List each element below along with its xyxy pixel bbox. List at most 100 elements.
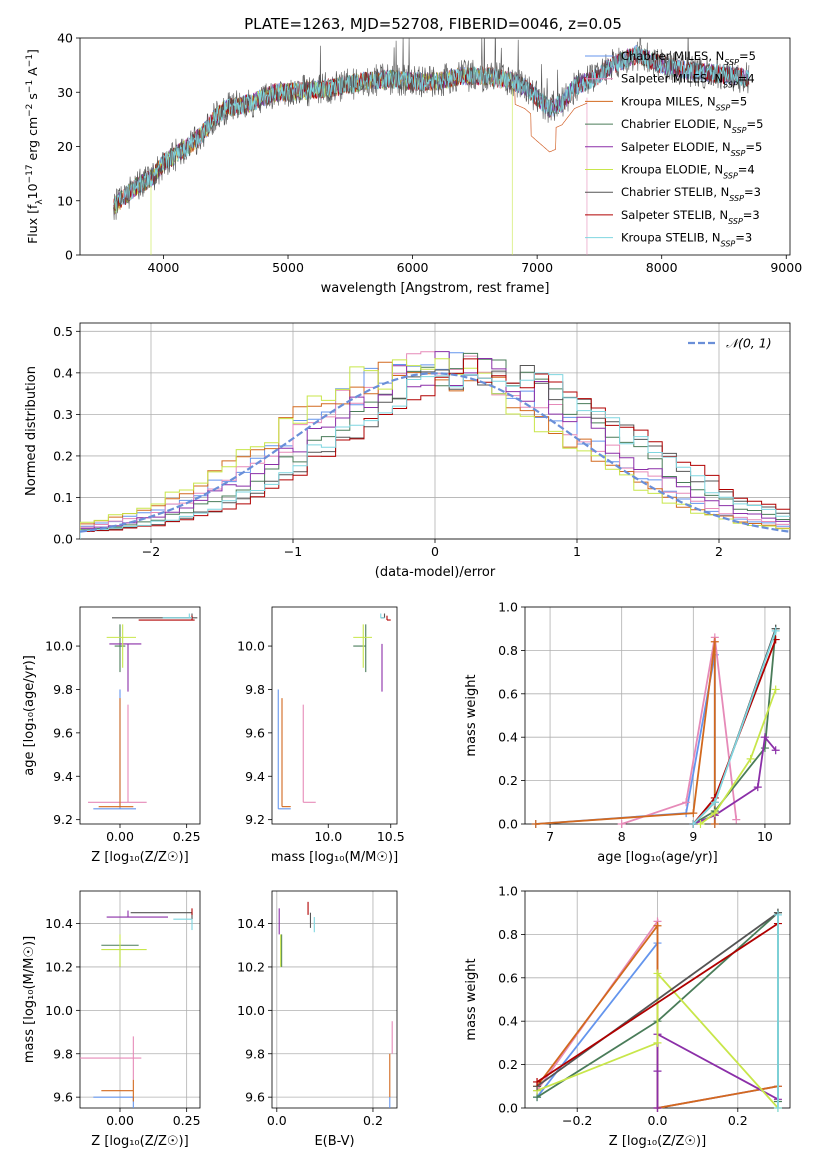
y-axis-label: Normed distribution bbox=[24, 366, 39, 496]
weight-series-line bbox=[535, 641, 716, 825]
y-tick-label: 9.2 bbox=[245, 812, 265, 827]
y-label-part: Flux [f bbox=[25, 204, 40, 244]
legend-text: =3 bbox=[743, 208, 760, 222]
y-label-part: A bbox=[25, 67, 40, 80]
spectrum-line bbox=[113, 66, 588, 255]
x-tick-label: −0.2 bbox=[562, 1113, 592, 1128]
legend-label: Chabrier MILES, NSSP=5 bbox=[621, 49, 756, 67]
x-tick-label: 10.5 bbox=[377, 829, 405, 844]
y-tick-label: 9.8 bbox=[245, 682, 265, 697]
x-axis-label: mass [log₁₀(M/M☉)] bbox=[271, 850, 398, 865]
x-tick-label: 0.25 bbox=[173, 829, 201, 844]
y-tick-label: 10.0 bbox=[45, 1003, 73, 1018]
y-label-part: −1 bbox=[25, 80, 35, 93]
axes-frame bbox=[79, 606, 201, 825]
legend-subscript: SSP bbox=[716, 103, 731, 112]
x-axis-label: Z [log₁₀(Z/Z☉)] bbox=[609, 1134, 706, 1149]
figure-title: PLATE=1263, MJD=52708, FIBERID=0046, z=0… bbox=[244, 15, 622, 33]
x-tick-label: 8 bbox=[618, 829, 626, 844]
weight-series-line bbox=[621, 637, 738, 825]
weight-series-line bbox=[656, 1032, 779, 1108]
legend-text: Chabrier STELIB, N bbox=[621, 185, 729, 199]
y-axis-label: age [log₁₀(age/yr)] bbox=[22, 655, 37, 776]
x-tick-label: 2 bbox=[715, 544, 723, 559]
y-tick-label: 10.2 bbox=[45, 959, 73, 974]
weight-series-line bbox=[536, 971, 779, 1109]
y-tick-label: 30 bbox=[57, 85, 73, 100]
legend-text: =5 bbox=[739, 49, 756, 63]
weight-marker bbox=[653, 921, 662, 930]
residual-histogram bbox=[80, 358, 790, 539]
legend-subscript: SSP bbox=[721, 239, 736, 248]
mass-vs-metallicity-panel: 0.00 0.25 9.6 9.8 10.0 10.2 10.4 Z [log₁₀(Z/Z☉)… bbox=[22, 890, 201, 1149]
legend-label: Kroupa ELODIE, NSSP=4 bbox=[621, 163, 755, 181]
y-tick-label: 9.6 bbox=[245, 725, 265, 740]
y-axis-label: mass [log₁₀(M/M☉)] bbox=[22, 936, 37, 1063]
y-tick-label: 0.2 bbox=[498, 1057, 518, 1072]
x-tick-label: 0.0 bbox=[267, 1113, 287, 1128]
y-tick-label: 0.4 bbox=[53, 365, 73, 380]
legend-text: =5 bbox=[747, 117, 764, 131]
y-tick-label: 0.0 bbox=[498, 817, 518, 832]
weight-series-line bbox=[536, 922, 779, 1083]
weight-marker bbox=[653, 1104, 662, 1112]
y-tick-label: 1.0 bbox=[498, 884, 518, 899]
legend-text: Chabrier ELODIE, N bbox=[621, 117, 732, 131]
weight-series-line bbox=[692, 628, 777, 825]
x-axis-label: E(B-V) bbox=[314, 1134, 354, 1149]
y-tick-label: 0.4 bbox=[498, 1014, 518, 1029]
spectrum-line bbox=[113, 46, 750, 213]
x-tick-label: 7 bbox=[546, 829, 554, 844]
x-tick-label: 0.2 bbox=[728, 1113, 748, 1128]
legend-text: =5 bbox=[730, 94, 747, 108]
weight-marker bbox=[710, 637, 719, 646]
y-tick-label: 0.0 bbox=[53, 532, 73, 547]
y-label-part: −17 bbox=[25, 164, 35, 183]
x-tick-label: 9 bbox=[689, 829, 697, 844]
y-label-part: s bbox=[25, 93, 40, 104]
legend-text: =3 bbox=[744, 185, 761, 199]
legend-label: 𝒩(0, 1) bbox=[726, 336, 772, 351]
y-tick-label: 0.8 bbox=[498, 927, 518, 942]
legend-subscript: SSP bbox=[732, 126, 747, 135]
weight-marker bbox=[710, 798, 719, 807]
legend-subscript: SSP bbox=[728, 216, 743, 225]
legend-label: Salpeter MILES, NSSP=4 bbox=[621, 72, 755, 90]
weight-marker bbox=[533, 1077, 542, 1086]
y-tick-label: 0.1 bbox=[53, 490, 73, 505]
y-tick-label: 10.4 bbox=[45, 916, 73, 931]
spectrum-panel: 4000 5000 6000 7000 8000 9000 0 10 20 30 40 wavelen… bbox=[25, 31, 802, 297]
x-tick-label: 1 bbox=[573, 544, 581, 559]
y-tick-label: 9.8 bbox=[245, 1046, 265, 1061]
age-vs-metallicity-panel: 0.00 0.25 9.2 9.4 9.6 9.8 10.0 Z [log₁₀(Z/Z☉)] a… bbox=[22, 606, 201, 865]
weight-series-line bbox=[699, 689, 777, 825]
legend-text: Salpeter MILES, N bbox=[621, 72, 723, 86]
weight-series-line bbox=[535, 654, 716, 825]
x-tick-label: 5000 bbox=[272, 260, 304, 275]
weight-marker bbox=[653, 969, 662, 978]
x-axis-label: (data-model)/error bbox=[375, 565, 496, 580]
y-tick-label: 9.2 bbox=[53, 812, 73, 827]
legend-subscript: SSP bbox=[724, 58, 739, 67]
y-tick-label: 0.4 bbox=[498, 730, 518, 745]
axes-frame bbox=[271, 606, 398, 825]
y-label-part: erg cm bbox=[25, 117, 40, 165]
x-tick-label: 0.00 bbox=[106, 1113, 134, 1128]
y-label-part: λ bbox=[35, 199, 45, 205]
x-tick-label: 9000 bbox=[770, 260, 802, 275]
x-axis-label: Z [log₁₀(Z/Z☉)] bbox=[91, 1134, 188, 1149]
weight-vs-metallicity-panel: −0.2 0.0 0.2 0.0 0.2 0.4 0.6 0.8 1.0 Z [log₁₀(Z/Z… bbox=[464, 884, 791, 1149]
y-axis-label: Flux [fλ10−17 erg cm−2 s−1 A−1] bbox=[25, 49, 45, 244]
x-tick-label: −2 bbox=[142, 544, 160, 559]
legend-label: Kroupa STELIB, NSSP=3 bbox=[621, 231, 752, 249]
legend-text: Kroupa MILES, N bbox=[621, 94, 716, 108]
residual-histogram bbox=[80, 358, 790, 539]
weight-marker bbox=[773, 910, 782, 919]
legend-subscript: SSP bbox=[729, 194, 744, 203]
y-tick-label: 0.8 bbox=[498, 643, 518, 658]
y-tick-label: 10.2 bbox=[237, 959, 265, 974]
y-tick-label: 9.4 bbox=[245, 769, 265, 784]
x-tick-label: 8000 bbox=[646, 260, 678, 275]
weight-series-line bbox=[692, 628, 777, 825]
y-tick-label: 10.0 bbox=[45, 639, 73, 654]
